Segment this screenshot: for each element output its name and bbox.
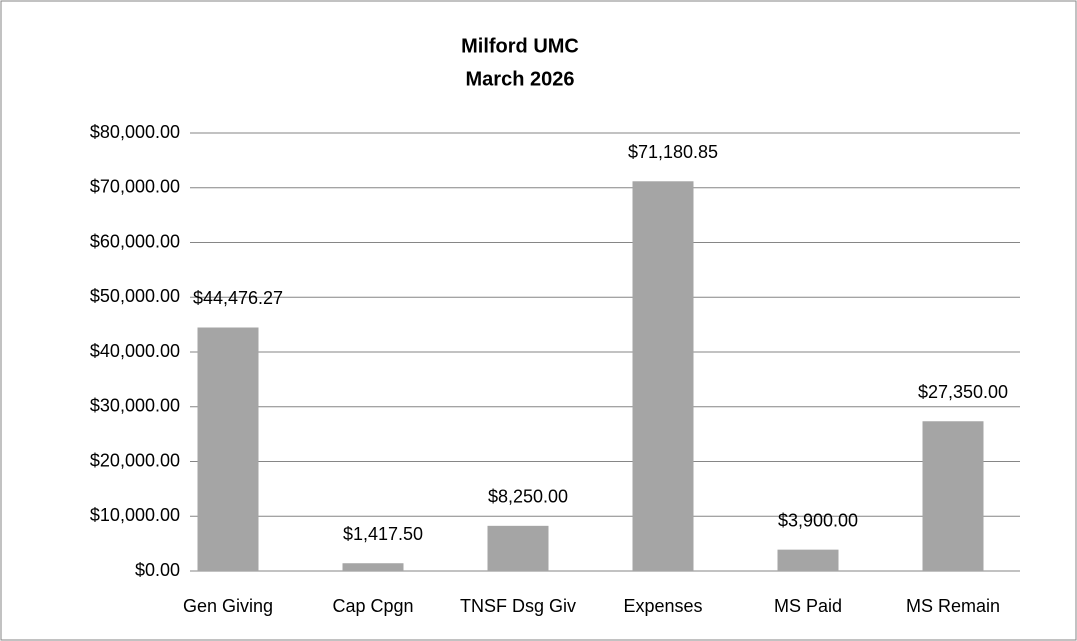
data-label: $71,180.85 [628,142,718,162]
y-tick-label: $0.00 [135,560,180,580]
x-tick-label: Gen Giving [183,596,273,616]
y-tick-label: $30,000.00 [90,396,180,416]
y-tick-label: $50,000.00 [90,286,180,306]
x-tick-label: MS Paid [774,596,842,616]
x-tick-label: Cap Cpgn [332,596,413,616]
bar [197,327,259,571]
y-tick-label: $70,000.00 [90,177,180,197]
y-tick-label: $40,000.00 [90,341,180,361]
chart-title: Milford UMC [461,35,579,57]
bar [487,525,549,571]
data-label: $8,250.00 [488,487,568,507]
data-label: $27,350.00 [918,382,1008,402]
y-tick-label: $10,000.00 [90,505,180,525]
x-tick-label: Expenses [623,596,702,616]
chart-subtitle: March 2026 [466,68,575,90]
data-label: $44,476.27 [193,288,283,308]
bar [342,563,404,571]
y-tick-label: $20,000.00 [90,450,180,470]
bar [632,181,694,571]
bar [777,549,839,571]
x-tick-label: TNSF Dsg Giv [460,596,576,616]
bar [922,421,984,571]
data-label: $3,900.00 [778,510,858,530]
y-tick-label: $80,000.00 [90,122,180,142]
data-label: $1,417.50 [343,524,423,544]
x-tick-label: MS Remain [906,596,1000,616]
y-tick-label: $60,000.00 [90,231,180,251]
